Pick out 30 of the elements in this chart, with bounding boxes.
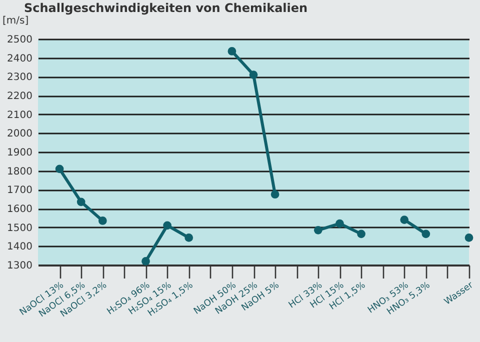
y-tick-label: 1900 [7,148,32,158]
point [357,230,366,238]
point [464,234,474,242]
y-tick-label: 2000 [7,128,32,140]
point [400,216,409,224]
point [55,164,64,174]
point [142,257,150,266]
y-tick-label: 2100 [7,110,32,121]
point [422,230,430,238]
y-tick-label: 2300 [7,72,32,84]
y-tick-label: 1800 [7,166,32,178]
y-tick-label: 2200 [7,91,32,102]
point [336,219,344,228]
y-tick-label: 1300 [7,260,32,272]
y-tick-label: 1400 [7,242,32,253]
point [270,190,280,199]
y-tick-label: 1600 [7,204,32,215]
y-tick-label: 1500 [7,222,32,234]
y-axis-title: [m/s] [2,16,29,26]
point [76,198,86,206]
point [249,70,258,79]
point [163,221,172,230]
y-tick-label: 2400 [7,53,32,64]
point [228,47,236,56]
point [98,216,107,225]
point [184,234,194,242]
y-tick-label: 2500 [7,34,32,46]
y-tick-label: 1700 [7,185,32,196]
point [314,226,322,234]
chart-title: Schallgeschwindigkeiten von Chemikalien [24,1,308,15]
